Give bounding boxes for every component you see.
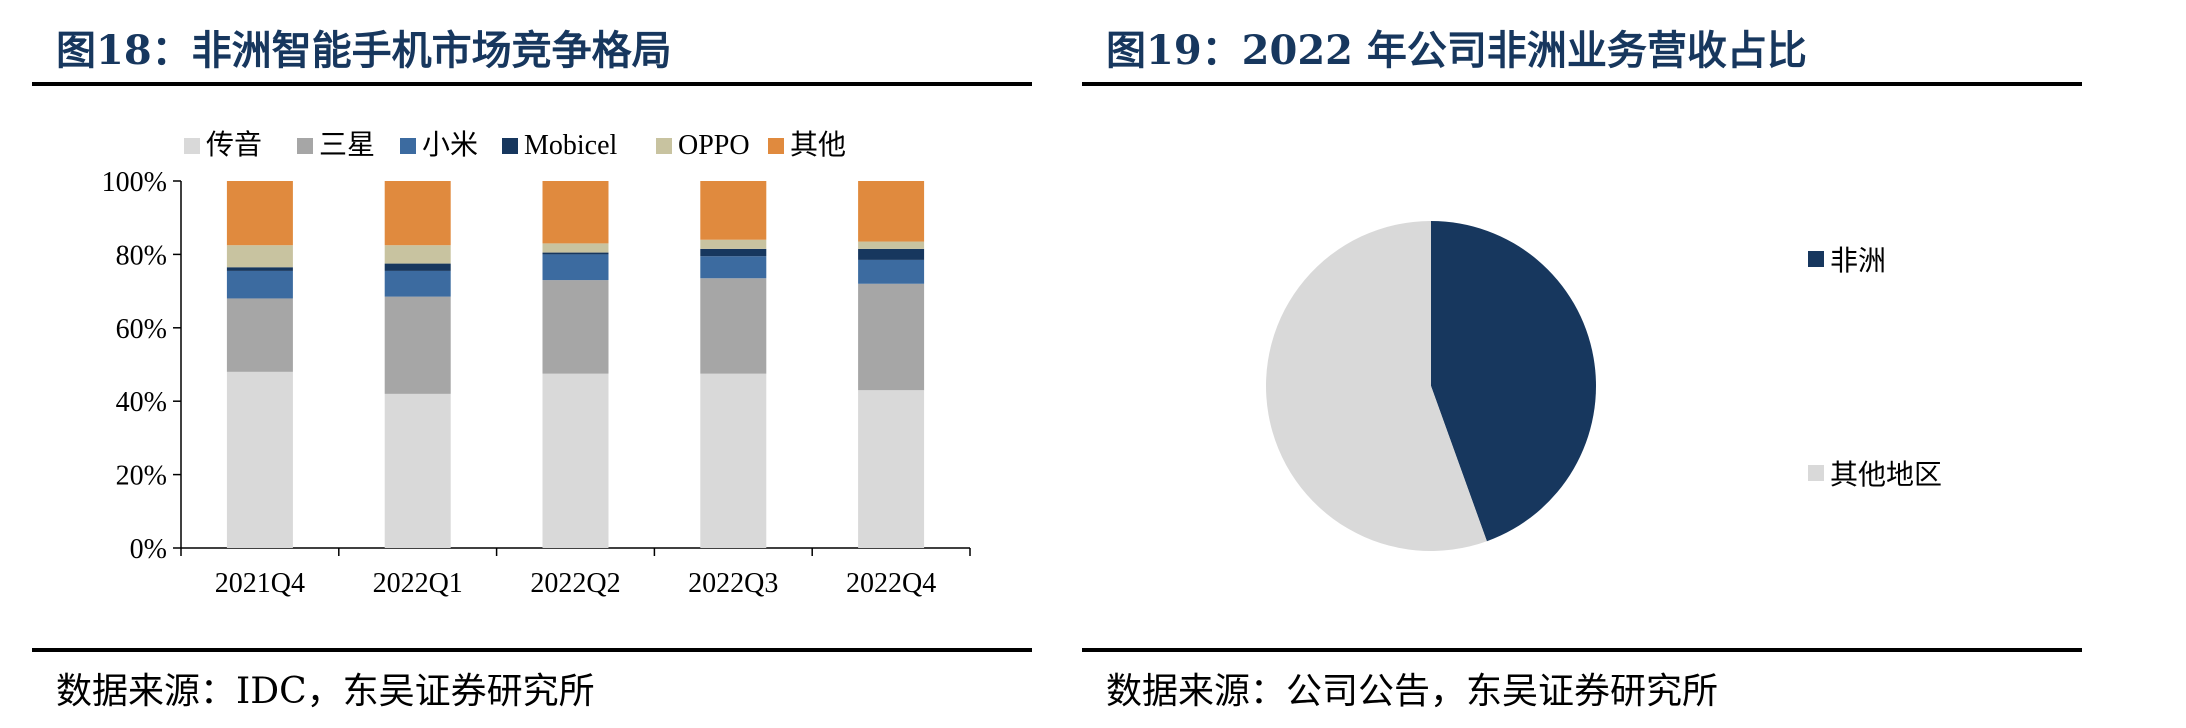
bar-segment [700, 181, 767, 240]
bar-segment [858, 390, 925, 548]
bar-segment [858, 248, 925, 260]
bar-segment [384, 296, 451, 394]
figure-19-source: 数据来源：公司公告，东吴证券研究所 [1106, 671, 1719, 712]
figure-18-source: 数据来源：IDC，东吴证券研究所 [56, 671, 595, 712]
legend-label: Mobicel [524, 130, 618, 161]
bar-segment [700, 278, 767, 374]
bar-segment [384, 393, 451, 548]
y-tick-label: 0% [130, 534, 167, 565]
bar-segment [858, 241, 925, 249]
bar-segment [542, 252, 609, 255]
legend-swatch [656, 138, 672, 154]
bar-segment [700, 256, 767, 279]
legend-swatch [400, 138, 416, 154]
legend-label: 小米 [422, 129, 478, 161]
legend-label: 其他 [790, 129, 846, 161]
top-rule [1082, 82, 2082, 86]
bar-segment [858, 181, 925, 242]
bottom-rule [1082, 648, 2082, 652]
bar-segment [384, 181, 451, 246]
bar-segment [226, 245, 293, 268]
bar-segment [226, 181, 293, 246]
y-tick-label: 20% [116, 461, 167, 492]
legend-label: 非洲 [1830, 245, 1886, 277]
legend-swatch [184, 138, 200, 154]
left-figure-panel: 图18：非洲智能手机市场竞争格局 0% 20% 40% 60% 80% 100% 2021Q… [32, 0, 1032, 728]
pie-slice [1266, 221, 1487, 551]
bottom-rule [32, 648, 1032, 652]
x-tick-label: 2021Q4 [215, 568, 305, 599]
bar-segment [384, 270, 451, 297]
bar-segment [226, 270, 293, 299]
legend-label: 其他地区 [1830, 459, 1942, 491]
legend-swatch [768, 138, 784, 154]
bar-segment [226, 267, 293, 271]
bar-segment [700, 248, 767, 257]
bar-segment [542, 243, 609, 253]
bar-segment [700, 239, 767, 249]
x-tick-label: 2022Q1 [373, 568, 463, 599]
bar-segment [700, 373, 767, 548]
bar-segment [542, 254, 609, 281]
legend-swatch [502, 138, 518, 154]
y-tick-label: 100% [102, 167, 167, 198]
legend-swatch [1808, 251, 1824, 267]
bar-segment [226, 371, 293, 548]
bar-segment [858, 283, 925, 391]
x-tick-label: 2022Q2 [530, 568, 620, 599]
legend-label: 传音 [206, 129, 262, 161]
bar-segment [384, 263, 451, 271]
x-tick-label: 2022Q3 [688, 568, 778, 599]
bar-segment [384, 245, 451, 264]
bar-segment [542, 280, 609, 374]
x-tick-label: 2022Q4 [846, 568, 936, 599]
figure-19-title: 图19：2022 年公司非洲业务营收占比 [1106, 27, 1807, 74]
legend-swatch [297, 138, 313, 154]
y-tick-label: 40% [116, 387, 167, 418]
bar-segment [542, 373, 609, 548]
legend-label: 三星 [319, 130, 375, 161]
pie-slice [1431, 221, 1596, 542]
figure-18-title: 图18：非洲智能手机市场竞争格局 [56, 27, 672, 74]
bar-segment [858, 259, 925, 284]
right-figure-panel: 图19：2022 年公司非洲业务营收占比 非洲其他地区 数据来源：公司公告，东吴… [1082, 0, 2082, 728]
y-tick-label: 80% [116, 240, 167, 271]
legend-label: OPPO [678, 130, 750, 161]
bar-segment [226, 298, 293, 372]
legend-swatch [1808, 465, 1824, 481]
bar-segment [542, 181, 609, 244]
y-tick-label: 60% [116, 314, 167, 345]
stacked-bar-chart: 0% 20% 40% 60% 80% 100% 2021Q4 2022Q1 2022Q2 2022… [102, 129, 971, 599]
top-rule [32, 82, 1032, 86]
